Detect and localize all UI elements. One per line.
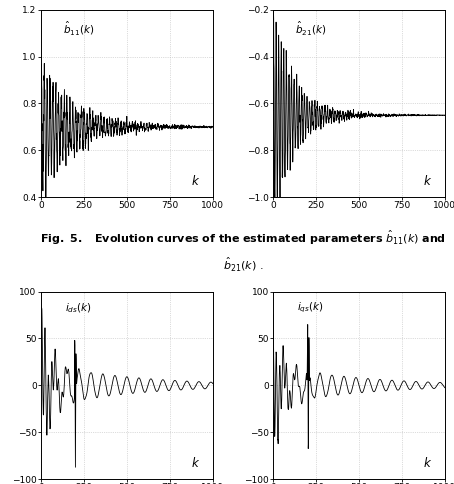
Text: $\hat{b}_{11}(k)$: $\hat{b}_{11}(k)$ [63, 19, 94, 37]
Text: $\mathbf{Fig.\ 5.}$$\mathbf{\ \ \ Evolution\ curves\ of\ the\ estimated\ paramet: $\mathbf{Fig.\ 5.}$$\mathbf{\ \ \ Evolut… [40, 229, 446, 247]
Text: $k$: $k$ [423, 174, 432, 188]
Text: $k$: $k$ [191, 456, 200, 470]
Text: $i_{ds}(k)$: $i_{ds}(k)$ [65, 301, 92, 315]
Text: $\hat{b}_{21}(k)$: $\hat{b}_{21}(k)$ [295, 19, 326, 37]
Text: $i_{qs}(k)$: $i_{qs}(k)$ [297, 301, 324, 316]
Text: $k$: $k$ [191, 174, 200, 188]
Text: $k$: $k$ [423, 456, 432, 470]
Text: $\hat{b}_{21}(k)\ .$: $\hat{b}_{21}(k)\ .$ [222, 255, 263, 272]
